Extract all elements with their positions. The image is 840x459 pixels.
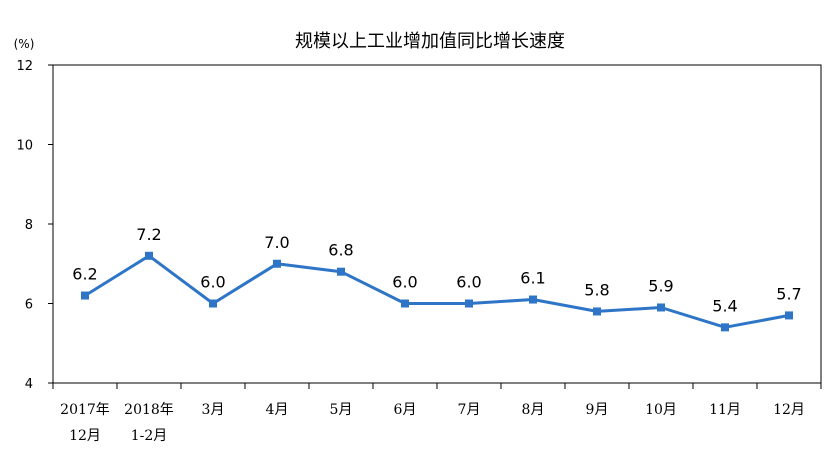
y-axis-unit-label: (%) [14, 37, 35, 51]
series-line [81, 251, 793, 332]
data-point-marker [593, 307, 601, 316]
data-label: 5.8 [584, 280, 609, 299]
y-tick-label: 10 [16, 139, 33, 154]
x-tick-label: 10月 [645, 402, 677, 418]
data-label: 6.8 [328, 241, 353, 260]
data-label: 6.2 [72, 265, 97, 284]
axes: 4 6 8 10 12 2017年 12月 2018年 1-2月 3月 4月 5月 6月 7月 8月 9月 10… [16, 59, 822, 444]
x-tick-label: 3月 [202, 402, 225, 418]
data-point-marker [401, 299, 409, 308]
data-point-marker [465, 299, 473, 308]
x-tick-label: 5月 [330, 402, 353, 418]
y-tick-label: 4 [25, 377, 33, 392]
data-label: 7.2 [136, 225, 161, 244]
x-tick-label: 12月 [773, 402, 805, 418]
y-tick-label: 8 [25, 218, 33, 233]
data-point-marker [209, 299, 217, 308]
chart-title: 规模以上工业增加值同比增长速度 [295, 31, 565, 52]
data-label: 5.4 [712, 296, 737, 315]
data-label: 5.7 [776, 284, 801, 303]
x-tick-label-line2: 1-2月 [131, 428, 168, 444]
data-point-marker [273, 259, 281, 268]
x-tick-label: 7月 [458, 402, 481, 418]
data-label: 5.9 [648, 276, 673, 295]
x-tick-label-line2: 12月 [69, 428, 101, 444]
plot-frame [52, 64, 822, 384]
x-tick-label: 6月 [394, 402, 417, 418]
data-point-marker [337, 267, 345, 276]
data-label: 6.1 [520, 269, 545, 288]
data-label: 7.0 [264, 233, 289, 252]
x-tick-label: 2017年 [60, 402, 110, 418]
data-label: 6.0 [456, 273, 481, 292]
y-tick-label: 6 [25, 298, 33, 313]
x-tick-label: 4月 [266, 402, 289, 418]
data-label: 6.0 [200, 273, 225, 292]
data-point-marker [721, 323, 729, 332]
data-labels: 6.2 7.2 6.0 7.0 6.8 6.0 6.0 6.1 5.8 5.9 5.4 5.7 [72, 225, 801, 316]
x-tick-label: 8月 [522, 402, 545, 418]
x-tick-label: 9月 [586, 402, 609, 418]
data-label: 6.0 [392, 273, 417, 292]
data-point-marker [145, 251, 153, 260]
data-point-marker [529, 295, 537, 304]
x-tick-label: 2018年 [124, 402, 174, 418]
series-polyline [84, 254, 790, 329]
x-tick-label: 11月 [709, 402, 741, 418]
data-point-marker [81, 291, 89, 300]
data-point-marker [657, 303, 665, 312]
y-tick-label: 12 [16, 59, 33, 74]
data-point-marker [785, 311, 793, 320]
